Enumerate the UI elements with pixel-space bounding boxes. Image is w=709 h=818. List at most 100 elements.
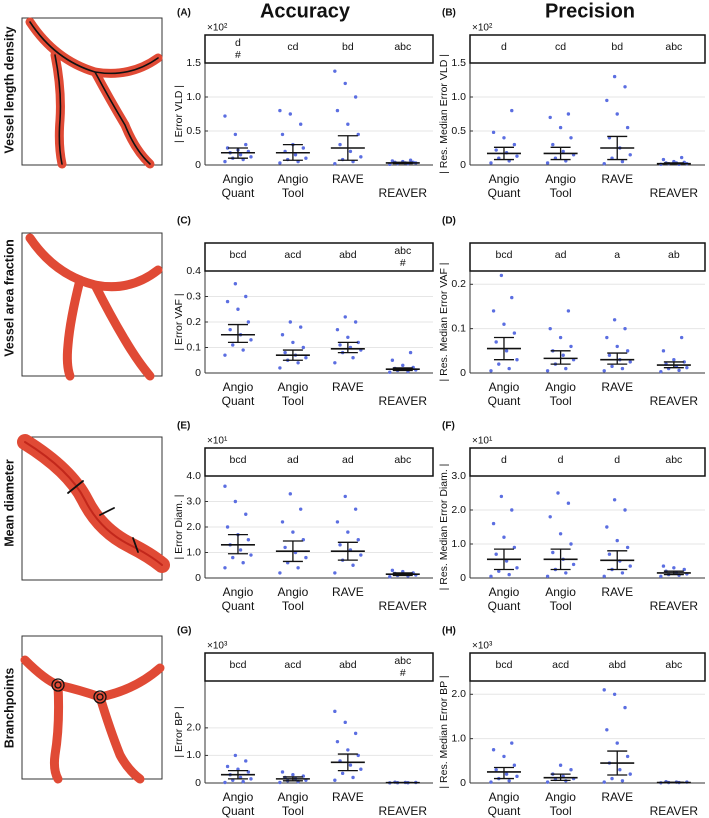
scale-label: ×10³: [207, 641, 228, 652]
data-point: [408, 158, 413, 162]
data-point: [564, 366, 568, 371]
x-tick-label: REAVER: [650, 804, 699, 818]
data-point: [602, 688, 606, 692]
row-label: Vessel area fraction: [2, 239, 16, 356]
data-point: [359, 553, 363, 557]
y-tick-label: 0: [195, 367, 201, 379]
data-point: [602, 369, 606, 373]
letters-box: [469, 242, 706, 272]
data-point: [335, 520, 340, 524]
data-point: [499, 273, 504, 278]
x-tick-label: Quant: [222, 599, 255, 613]
data-point: [494, 552, 498, 556]
data-point: [566, 112, 571, 116]
data-point: [625, 349, 630, 353]
data-point: [288, 320, 293, 324]
data-point: [346, 748, 350, 752]
significance-letters: d: [614, 454, 620, 466]
data-point: [353, 507, 358, 511]
x-tick-label: Tool: [550, 186, 572, 200]
data-point: [623, 508, 627, 512]
x-tick-label: Tool: [282, 804, 304, 818]
y-tick-label: 3.0: [451, 470, 466, 482]
panel: (F) ×10¹ | Res. Median Error Diam. | 0 1.0 2.…: [438, 421, 706, 613]
data-point: [620, 571, 625, 575]
y-tick-label: 0: [460, 159, 466, 171]
data-point: [223, 353, 227, 357]
data-point: [605, 728, 609, 732]
data-point: [338, 142, 342, 147]
data-point: [346, 335, 350, 339]
y-axis-label: | Error Diam. |: [173, 495, 185, 560]
significance-letters: abc: [394, 41, 411, 53]
y-tick-label: 0: [460, 572, 466, 584]
x-tick-label: REAVER: [379, 394, 428, 408]
data-point: [388, 370, 392, 374]
vessel: [20, 655, 165, 784]
x-tick-label: REAVER: [650, 186, 699, 200]
data-point: [296, 566, 300, 570]
data-point: [607, 552, 612, 556]
data-point: [602, 574, 606, 578]
data-point: [304, 156, 308, 160]
data-point: [249, 553, 253, 557]
data-point: [401, 363, 405, 368]
data-point: [569, 344, 573, 349]
data-point: [561, 149, 565, 154]
y-axis-label: | Res. Median Error BP |: [438, 675, 450, 788]
significance-letters: cd: [287, 41, 298, 53]
significance-letters: bd: [342, 41, 354, 53]
y-axis-label: | Res. Median Error Diam. |: [438, 464, 450, 591]
significance-letters: ad: [287, 454, 299, 466]
y-axis-label: | Res. Median Error VAF |: [438, 262, 450, 381]
data-point: [223, 566, 227, 570]
panel: (C) | Error VAF | 0 0.1 0.2 0.3 0.4 bcd acd abd ab…: [173, 216, 434, 408]
data-point: [679, 335, 684, 340]
data-point: [238, 548, 243, 552]
data-point: [515, 154, 519, 158]
data-point: [502, 136, 506, 140]
letters-box: [204, 652, 434, 682]
data-point: [512, 331, 517, 335]
data-point: [249, 338, 253, 342]
letters-box: [204, 242, 434, 272]
data-point: [304, 356, 308, 360]
data-point: [548, 515, 552, 519]
data-point: [491, 130, 496, 135]
significance-letters: bcd: [229, 249, 246, 261]
data-point: [618, 767, 622, 772]
scale-label: ×10²: [207, 23, 228, 34]
data-point: [340, 771, 345, 776]
letters-box: [204, 447, 434, 477]
data-point: [343, 494, 347, 499]
x-tick-label: Tool: [282, 599, 304, 613]
data-point: [623, 705, 627, 710]
scale-label: ×10¹: [472, 436, 493, 447]
x-tick-label: REAVER: [379, 599, 428, 613]
data-point: [502, 535, 506, 539]
significance-letters: abd: [608, 659, 626, 671]
data-point: [233, 753, 238, 758]
data-point: [602, 780, 606, 784]
data-point: [628, 772, 632, 776]
data-point: [225, 525, 230, 529]
panel: (D) | Res. Median Error VAF | 0 0.1 0.2 bcd ad…: [438, 216, 706, 408]
data-point: [659, 369, 663, 374]
significance-letters: acd: [284, 249, 301, 261]
schematics: [17, 17, 170, 784]
diameter-marker: [67, 480, 139, 553]
row-label: Vessel length density: [2, 26, 16, 153]
x-tick-label: Tool: [550, 804, 572, 818]
data-point: [566, 309, 571, 313]
data-point: [333, 161, 337, 166]
significance-letters: #: [235, 49, 241, 61]
data-point: [244, 294, 248, 299]
x-tick-label: Angio: [545, 585, 576, 599]
column-title: Accuracy: [260, 0, 351, 22]
y-tick-label: 0.5: [451, 125, 466, 137]
data-point: [677, 368, 681, 373]
data-point: [280, 333, 285, 337]
data-point: [333, 361, 337, 365]
data-point: [625, 545, 630, 550]
x-tick-label: Quant: [488, 804, 521, 818]
